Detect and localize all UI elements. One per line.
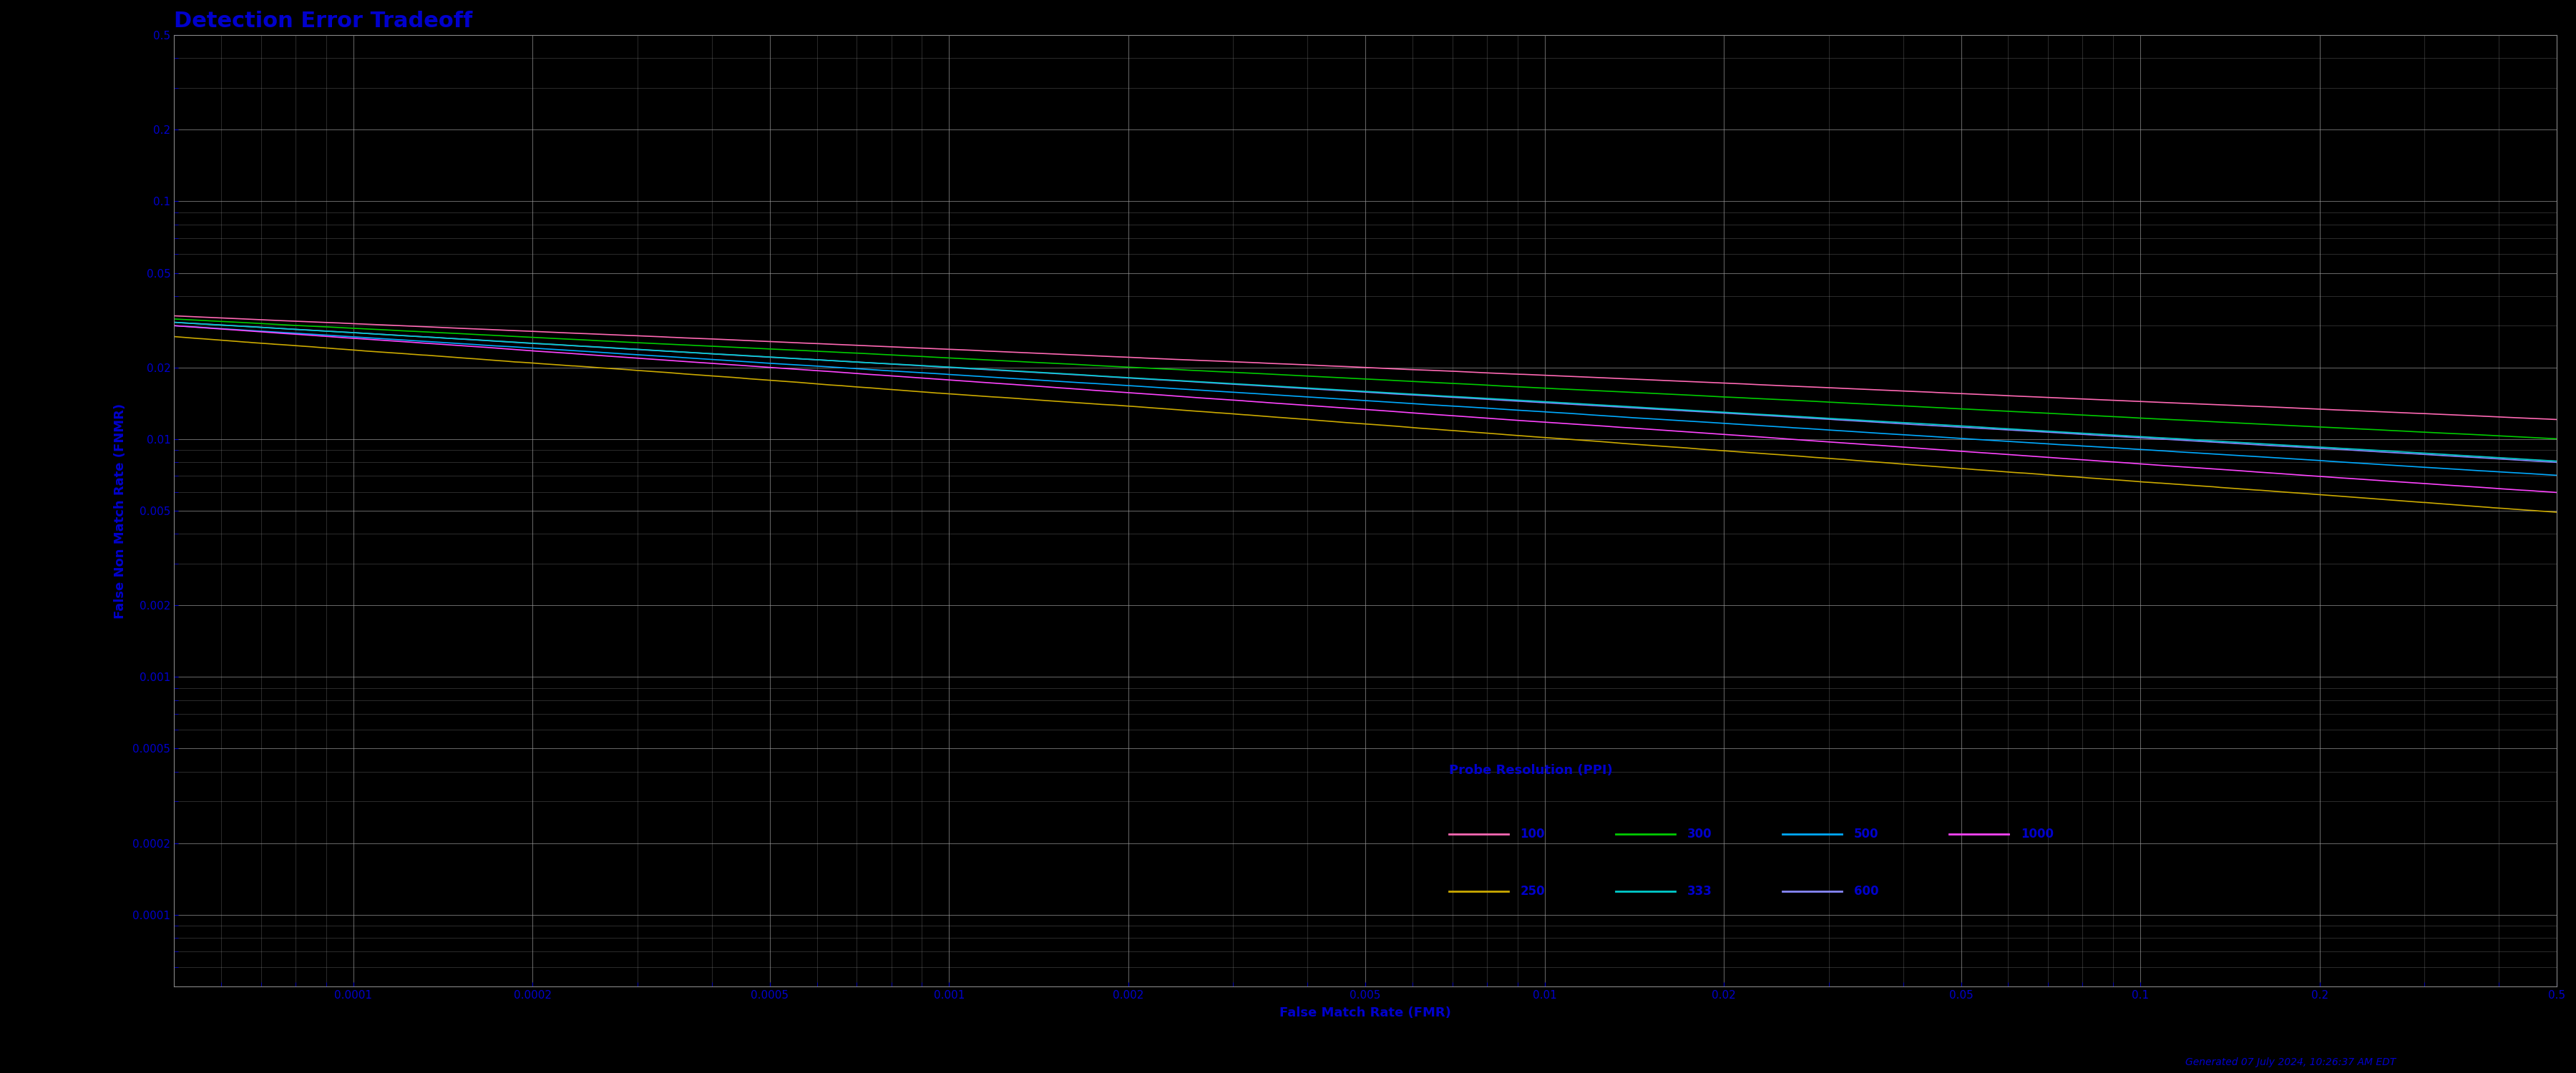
- Line: 333: 333: [175, 322, 2555, 461]
- Text: 300: 300: [1687, 827, 1713, 840]
- 600: [1208, 378, 1239, 391]
- Text: 250: 250: [1520, 885, 1546, 898]
- 500: [2058, 439, 2089, 452]
- Text: Detection Error Tradeoff: Detection Error Tradeoff: [175, 11, 471, 31]
- 250: [402, 349, 433, 362]
- 250: [2540, 505, 2571, 518]
- 600: [2058, 427, 2089, 440]
- 250: [2058, 470, 2089, 483]
- 600: [402, 329, 433, 342]
- Text: 600: 600: [1855, 885, 1878, 898]
- Text: 333: 333: [1687, 885, 1713, 898]
- 333: [1123, 371, 1154, 384]
- 333: [2540, 455, 2571, 468]
- 1000: [2017, 450, 2048, 462]
- Line: 600: 600: [175, 322, 2555, 462]
- 300: [1208, 366, 1239, 379]
- 250: [160, 330, 191, 343]
- Line: 100: 100: [175, 315, 2555, 420]
- 600: [2540, 456, 2571, 469]
- 300: [2017, 406, 2048, 418]
- 500: [2540, 469, 2571, 482]
- 500: [1208, 385, 1239, 398]
- Line: 300: 300: [175, 319, 2555, 439]
- Line: 1000: 1000: [175, 325, 2555, 493]
- Text: 100: 100: [1520, 827, 1546, 840]
- 100: [1795, 381, 1826, 394]
- 500: [2017, 437, 2048, 450]
- 100: [1123, 351, 1154, 364]
- 333: [1795, 411, 1826, 424]
- 500: [1795, 423, 1826, 436]
- Text: Probe Resolution (PPI): Probe Resolution (PPI): [1448, 764, 1613, 777]
- 300: [402, 325, 433, 338]
- 1000: [402, 336, 433, 349]
- Text: 500: 500: [1855, 827, 1878, 840]
- Line: 500: 500: [175, 326, 2555, 475]
- 333: [2058, 426, 2089, 439]
- 333: [2017, 424, 2048, 437]
- 250: [1208, 407, 1239, 420]
- 250: [1123, 400, 1154, 413]
- 1000: [160, 319, 191, 332]
- 600: [2017, 425, 2048, 438]
- 100: [2017, 391, 2048, 403]
- 250: [1795, 451, 1826, 464]
- 333: [1208, 377, 1239, 389]
- 1000: [1208, 393, 1239, 406]
- 1000: [1795, 435, 1826, 447]
- Y-axis label: False Non Match Rate (FNMR): False Non Match Rate (FNMR): [113, 403, 126, 618]
- 100: [2058, 393, 2089, 406]
- 250: [2017, 467, 2048, 480]
- 300: [2540, 432, 2571, 445]
- 600: [1123, 372, 1154, 385]
- Text: Generated 07 July 2024, 10:26:37 AM EDT: Generated 07 July 2024, 10:26:37 AM EDT: [2184, 1058, 2396, 1068]
- 500: [402, 335, 433, 348]
- 100: [2540, 413, 2571, 426]
- 1000: [2058, 453, 2089, 466]
- 500: [1123, 380, 1154, 393]
- X-axis label: False Match Rate (FMR): False Match Rate (FMR): [1280, 1006, 1450, 1019]
- 100: [402, 320, 433, 333]
- 300: [1795, 395, 1826, 408]
- 300: [2058, 408, 2089, 421]
- 600: [1795, 412, 1826, 425]
- 300: [160, 312, 191, 325]
- 1000: [1123, 387, 1154, 400]
- 600: [160, 315, 191, 328]
- Line: 250: 250: [175, 337, 2555, 512]
- 333: [160, 315, 191, 328]
- 100: [1208, 355, 1239, 368]
- 300: [1123, 362, 1154, 374]
- Text: 1000: 1000: [2020, 827, 2053, 840]
- 1000: [2540, 486, 2571, 499]
- 100: [160, 309, 191, 322]
- 500: [160, 320, 191, 333]
- 333: [402, 330, 433, 343]
